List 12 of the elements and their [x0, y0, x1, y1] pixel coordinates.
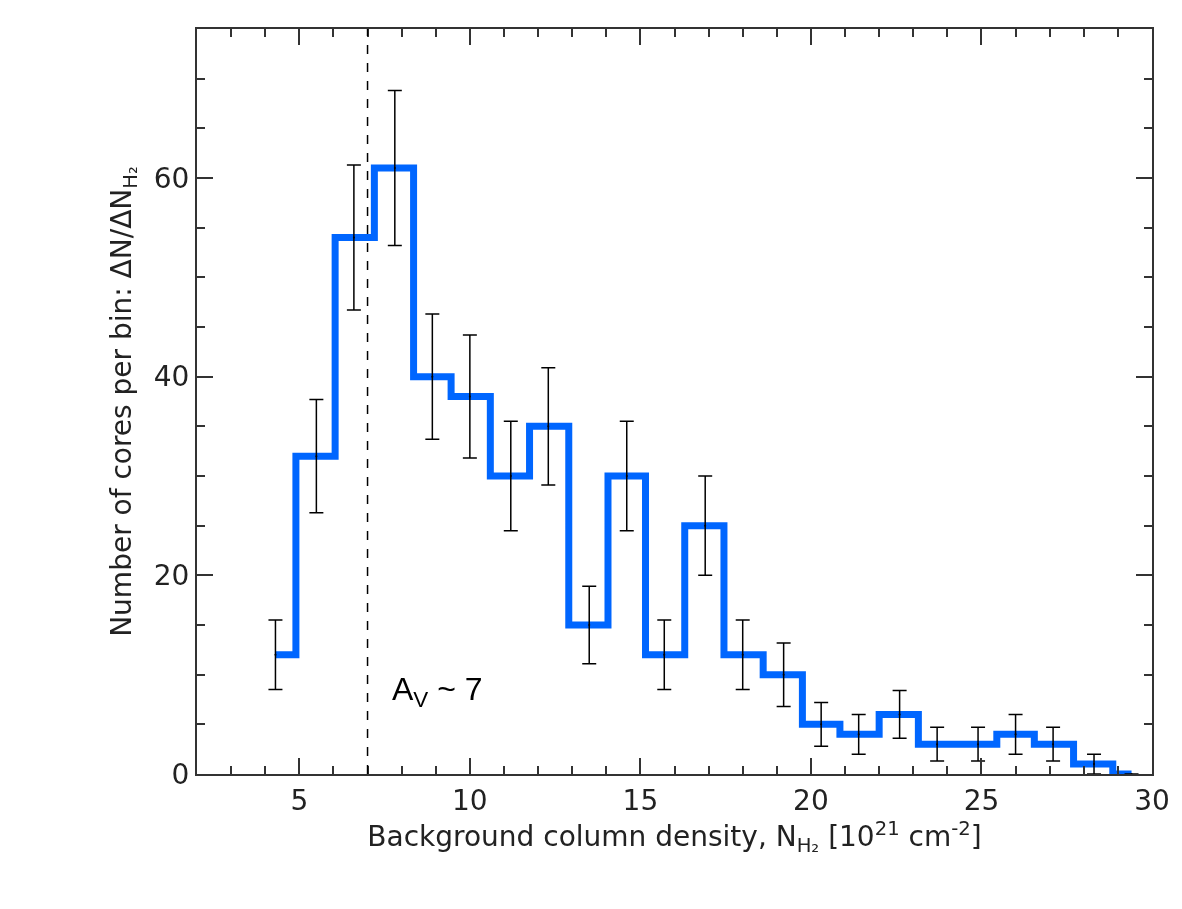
x-tick-label: 10	[452, 783, 488, 817]
x-tick-label: 5	[290, 783, 309, 817]
y-tick-label: 20	[153, 559, 190, 593]
x-axis-title: Background column density, N$_{H₂}$ [10$^{21}$ cm$^{-2}$]	[367, 816, 982, 858]
ref-line-label: A$_{V}$ ~ 7	[392, 671, 483, 712]
y-tick-label: 40	[153, 360, 190, 394]
x-tick-label: 15	[622, 783, 659, 817]
y-tick-label: 0	[171, 757, 190, 791]
x-tick-label: 20	[793, 783, 829, 817]
x-tick-label: 25	[963, 783, 1000, 817]
y-tick-label: 60	[153, 161, 190, 195]
x-tick-label: 30	[1134, 783, 1170, 817]
